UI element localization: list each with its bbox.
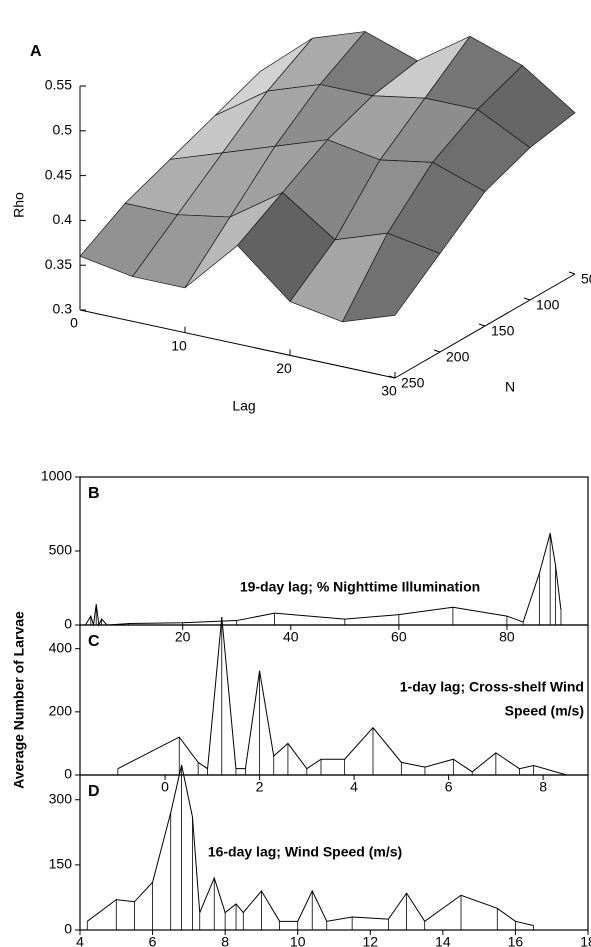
y-tick-label: 300	[49, 790, 73, 806]
x-tick-label: 4	[350, 779, 358, 795]
x-tick-label: 6	[445, 779, 453, 795]
x-tick-label: 20	[276, 360, 292, 376]
z-tick-label: 200	[446, 349, 470, 365]
x-tick-label: 4	[76, 934, 84, 947]
x-tick-label: 0	[70, 315, 78, 331]
x-axis-label: Lag	[232, 398, 255, 414]
y-axis-label: Rho	[11, 192, 27, 218]
z-tick-label: 100	[536, 297, 560, 313]
axis-line	[79, 309, 396, 379]
x-tick-label: 16	[508, 934, 524, 947]
x-tick-label: 18	[580, 934, 591, 947]
y-tick-label: 0.55	[45, 77, 72, 93]
panel-frame	[79, 476, 589, 626]
annotation: 1-day lag; Cross-shelf Wind	[400, 679, 584, 695]
panel-label: D	[88, 783, 100, 800]
tick-mark	[433, 349, 441, 353]
annotation: 16-day lag; Wind Speed (m/s)	[208, 844, 402, 860]
x-tick-label: 40	[283, 629, 299, 645]
x-tick-label: 12	[362, 934, 378, 947]
surface-patch	[341, 232, 441, 323]
tick-mark	[568, 271, 576, 275]
annotation: 19-day lag; % Nighttime Illumination	[240, 579, 480, 595]
y-tick-label: 0	[64, 921, 72, 937]
panel-frame	[79, 624, 589, 776]
z-tick-label: 50	[581, 271, 591, 287]
data-line	[86, 764, 534, 927]
panel-frame	[79, 774, 589, 931]
y-tick-label: 0.5	[53, 122, 73, 138]
x-tick-label: 10	[171, 337, 187, 353]
panel-label: A	[30, 43, 42, 60]
y-tick-label: 400	[49, 639, 73, 655]
x-tick-label: 8	[539, 779, 547, 795]
x-tick-label: 30	[381, 383, 397, 399]
annotation: Speed (m/s)	[505, 703, 584, 719]
x-tick-label: 6	[149, 934, 157, 947]
x-tick-label: 0	[161, 779, 169, 795]
x-tick-label: 60	[391, 629, 407, 645]
y-tick-label: 0.35	[45, 256, 72, 272]
x-tick-label: 14	[435, 934, 451, 947]
x-tick-label: 20	[175, 629, 191, 645]
tick-mark	[478, 323, 486, 327]
y-tick-label: 0.3	[53, 301, 73, 317]
z-tick-label: 250	[401, 375, 425, 391]
y-tick-label: 0	[64, 616, 72, 632]
x-tick-label: 80	[499, 629, 515, 645]
z-tick-label: 150	[491, 323, 515, 339]
x-tick-label: 10	[290, 934, 306, 947]
tick-mark	[523, 297, 531, 301]
panel-label: C	[88, 633, 100, 650]
tick-mark	[388, 375, 396, 379]
data-line	[84, 533, 562, 627]
y-tick-label: 0.45	[45, 166, 72, 182]
y-axis-label: Average Number of Larvae	[11, 611, 27, 789]
y-tick-label: 200	[49, 703, 73, 719]
y-tick-label: 0.4	[53, 211, 73, 227]
data-line	[117, 617, 567, 776]
y-tick-label: 150	[49, 856, 73, 872]
x-tick-label: 8	[221, 934, 229, 947]
y-tick-label: 1000	[41, 468, 72, 484]
z-axis-label: N	[505, 379, 515, 395]
y-tick-label: 0	[64, 766, 72, 782]
y-tick-label: 500	[49, 542, 73, 558]
x-tick-label: 2	[256, 779, 264, 795]
panel-label: B	[88, 485, 100, 502]
